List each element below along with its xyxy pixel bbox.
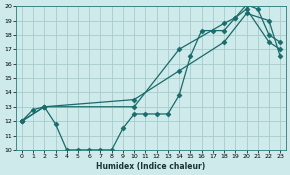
X-axis label: Humidex (Indice chaleur): Humidex (Indice chaleur): [96, 162, 206, 171]
